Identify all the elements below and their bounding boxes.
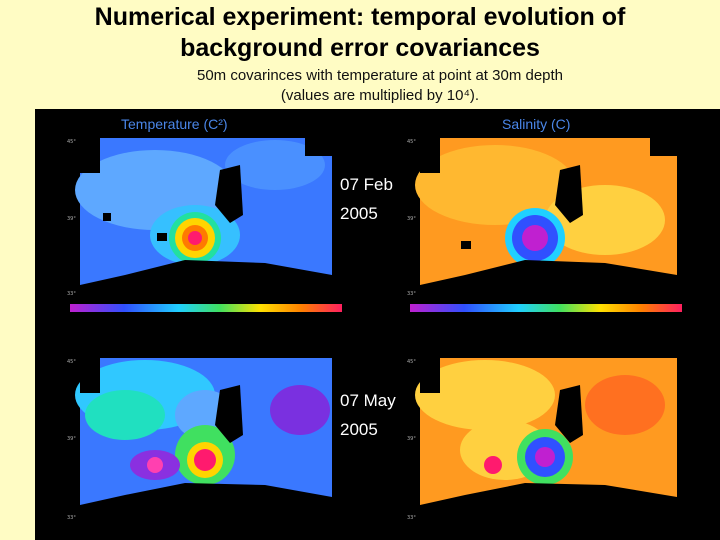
temperature-colorbar-feb xyxy=(70,304,342,312)
subtitle-line-2: (values are multiplied by 10⁴). xyxy=(280,87,480,104)
svg-text:33°: 33° xyxy=(67,515,76,521)
slide-subtitle: 50m covarinces with temperature at point… xyxy=(100,66,660,106)
svg-text:39°: 39° xyxy=(407,436,416,442)
date-label-may: 07 May 2005 xyxy=(340,391,396,439)
salinity-map-feb: 45° 39° 33° xyxy=(407,138,677,298)
svg-text:45°: 45° xyxy=(67,139,76,145)
date-label-feb: 07 Feb 2005 xyxy=(340,175,393,223)
temperature-column-label: Temperature (C²) xyxy=(121,116,228,132)
title-line-2: background error covariances xyxy=(180,34,540,62)
salinity-colorbar-feb xyxy=(410,304,682,312)
svg-text:39°: 39° xyxy=(67,216,76,222)
salinity-column-label: Salinity (C) xyxy=(502,116,571,132)
svg-text:39°: 39° xyxy=(67,436,76,442)
salinity-map-may: 45° 39° 33° xyxy=(407,358,677,522)
svg-text:45°: 45° xyxy=(67,359,76,365)
subtitle-line-1: 50m covarinces with temperature at point… xyxy=(196,67,564,84)
temperature-map-feb: 45° 39° 33° xyxy=(67,138,332,298)
svg-text:39°: 39° xyxy=(407,216,416,222)
svg-text:33°: 33° xyxy=(407,291,416,297)
svg-text:33°: 33° xyxy=(407,515,416,521)
svg-text:45°: 45° xyxy=(407,139,416,145)
svg-text:45°: 45° xyxy=(407,359,416,365)
slide-title: Numerical experiment: temporal evolution… xyxy=(0,2,720,64)
title-line-1: Numerical experiment: temporal evolution… xyxy=(94,3,626,31)
temperature-map-may: 45° 39° 33° xyxy=(67,358,332,522)
svg-text:33°: 33° xyxy=(67,291,76,297)
